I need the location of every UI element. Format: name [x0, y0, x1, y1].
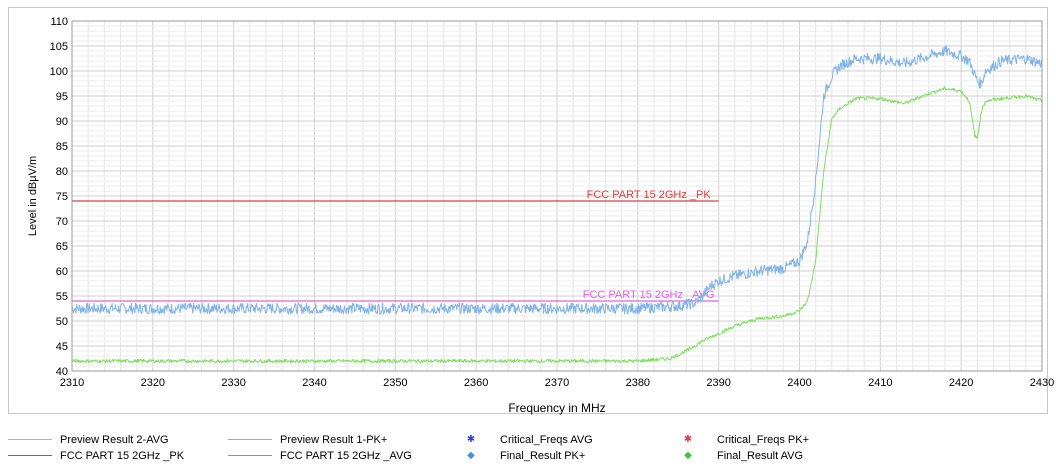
y-tick-label: 75: [56, 191, 68, 203]
chart-frame: [8, 7, 1048, 414]
y-tick-label: 85: [56, 141, 68, 153]
series-line: [71, 45, 1043, 315]
series-lines: [71, 45, 1043, 364]
y-tick-label: 40: [56, 366, 68, 378]
x-tick-label: 2410: [868, 377, 892, 389]
legend-diamond-marker: ◆: [684, 450, 692, 461]
y-tick-label: 90: [56, 116, 68, 128]
x-tick-label: 2390: [706, 377, 730, 389]
x-tick-label: 2430: [1030, 377, 1054, 389]
x-tick-label: 2340: [302, 377, 326, 389]
legend-line-swatch: [228, 439, 272, 440]
grid: [71, 20, 1043, 372]
legend-label: Preview Result 1-PK+: [280, 434, 388, 446]
x-tick-label: 2380: [626, 377, 650, 389]
x-tick-label: 2310: [60, 377, 84, 389]
x-tick-label: 2350: [383, 377, 407, 389]
limit-line-label: FCC PART 15 2GHz _AVG: [583, 289, 715, 301]
x-tick-label: 2360: [464, 377, 488, 389]
legend-star-marker: ✱: [683, 434, 693, 445]
y-tick-label: 95: [56, 91, 68, 103]
y-tick-label: 45: [56, 341, 68, 353]
x-tick-label: 2330: [221, 377, 245, 389]
legend-line-swatch: [8, 455, 52, 456]
y-tick-label: 80: [56, 166, 68, 178]
y-tick-label: 55: [56, 291, 68, 303]
legend-label: Final_Result AVG: [717, 450, 804, 462]
x-axis-label: Frequency in MHz: [508, 401, 605, 415]
y-tick-label: 50: [56, 316, 68, 328]
legend-label: Critical_Freqs AVG: [500, 434, 593, 446]
series-line: [71, 86, 1043, 364]
x-tick-label: 2370: [545, 377, 569, 389]
legend-diamond-marker: ◆: [467, 450, 475, 461]
legend-line-swatch: [228, 455, 272, 456]
legend-label: Critical_Freqs PK+: [717, 434, 810, 446]
plot-area-border: [71, 20, 1043, 372]
x-tick-label: 2320: [141, 377, 165, 389]
y-tick-label: 60: [56, 266, 68, 278]
y-tick-label: 65: [56, 241, 68, 253]
legend-label: Final_Result PK+: [500, 450, 586, 462]
y-tick-label: 100: [50, 66, 68, 78]
legend-line-swatch: [8, 439, 52, 440]
x-tick-label: 2420: [949, 377, 973, 389]
limit-line-label: FCC PART 15 2GHz _PK: [587, 189, 712, 201]
x-tick-label: 2400: [787, 377, 811, 389]
legend-star-marker: ✱: [466, 434, 476, 445]
legend-label: FCC PART 15 2GHz _PK: [60, 450, 185, 462]
y-axis-label: Level in dBµV/m: [27, 156, 39, 236]
legend-label: FCC PART 15 2GHz _AVG: [280, 450, 412, 462]
x-tick-labels: 2310 2320 2330 2340 2350 2360 2370 2380 2390 2400…: [60, 377, 1054, 389]
y-tick-label: 70: [56, 216, 68, 228]
legend: Preview Result 2-AVG Preview Result 1-PK+…: [0, 432, 1056, 466]
legend-label: Preview Result 2-AVG: [60, 434, 169, 446]
y-tick-labels: 40 45 50 55 60 65 70 75 80 85 90 95 100 105 110: [50, 16, 68, 378]
y-tick-label: 110: [50, 16, 68, 28]
y-tick-label: 105: [50, 41, 68, 53]
limit-lines: FCC PART 15 2GHz _PK FCC PART 15 2GHz _AV…: [72, 189, 719, 302]
